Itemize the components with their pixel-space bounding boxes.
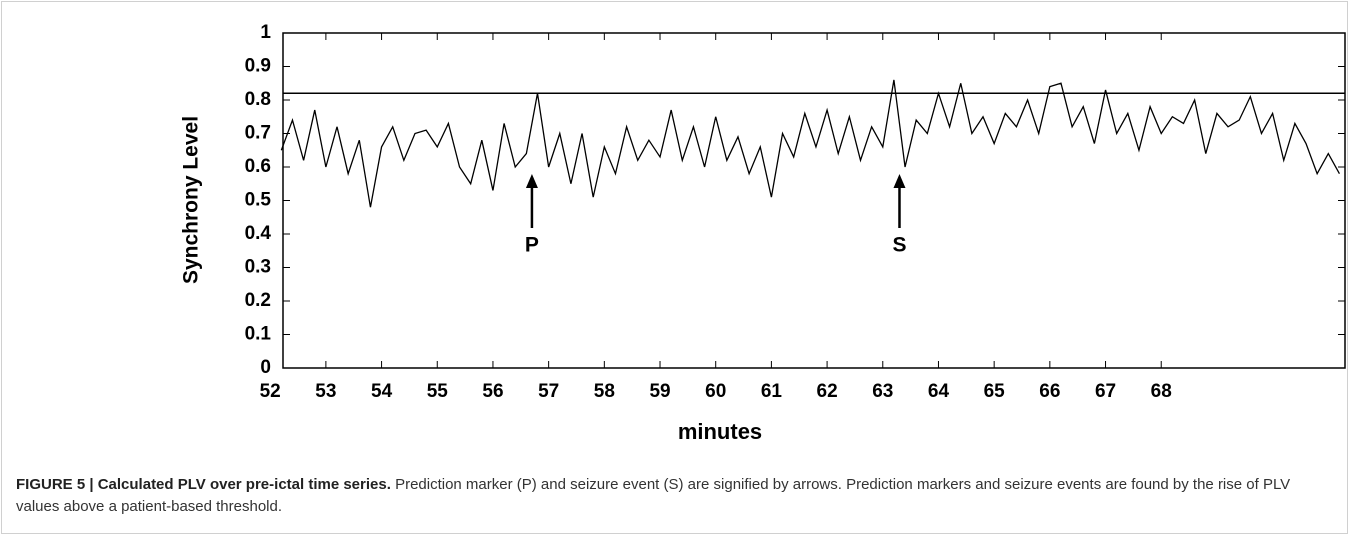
y-tick-label: 0.2 [245, 290, 271, 311]
y-tick-label: 0.7 [245, 123, 271, 144]
x-tick-label: 66 [1039, 381, 1060, 402]
x-tick-label: 56 [482, 381, 503, 402]
x-tick-label: 62 [817, 381, 838, 402]
y-tick-label: 0.9 [245, 56, 271, 77]
x-axis-label: minutes [678, 419, 762, 444]
x-tick-label: 55 [427, 381, 449, 402]
x-tick-label: 59 [649, 381, 670, 402]
y-tick-label: 0 [260, 357, 271, 378]
x-tick-label: 68 [1151, 381, 1172, 402]
plot-frame [282, 32, 1346, 369]
y-tick-label: 0.4 [245, 223, 272, 244]
x-tick-label: 60 [705, 381, 726, 402]
caption-label: FIGURE 5 | Calculated PLV over pre-ictal… [16, 476, 391, 493]
y-tick-label: 0.5 [245, 190, 272, 211]
y-tick-label: 0.8 [245, 89, 271, 110]
y-tick-label: 0.1 [245, 324, 272, 345]
x-tick-label: 64 [928, 381, 950, 402]
annotation: P [525, 234, 539, 257]
caption-text: Prediction marker (P) and seizure event … [16, 476, 1291, 515]
arrow-head [893, 174, 906, 188]
x-tick-label: 67 [1095, 381, 1116, 402]
y-tick-label: 0.6 [245, 156, 271, 177]
x-tick-label: 53 [315, 381, 336, 402]
x-tick-label: 58 [594, 381, 615, 402]
chart: Synchrony Level minutes 0 0.1 0.2 0.3 0.4 0.5… [180, 22, 1346, 444]
y-tick-label: 1 [260, 22, 271, 43]
annotation: S [892, 234, 906, 257]
y-axis-label: Synchrony Level [180, 116, 203, 284]
x-tick-label: 63 [872, 381, 893, 402]
x-tick-label: 57 [538, 381, 559, 402]
data-line [280, 79, 1340, 208]
x-tick-label: 54 [371, 381, 393, 402]
caption: FIGURE 5 | Calculated PLV over pre-ictal… [16, 474, 1336, 518]
y-tick-label: 0.3 [245, 257, 271, 278]
x-tick-label: 52 [260, 381, 281, 402]
x-tick-label: 61 [761, 381, 783, 402]
x-tick-label: 65 [984, 381, 1006, 402]
arrow-head [525, 174, 538, 188]
